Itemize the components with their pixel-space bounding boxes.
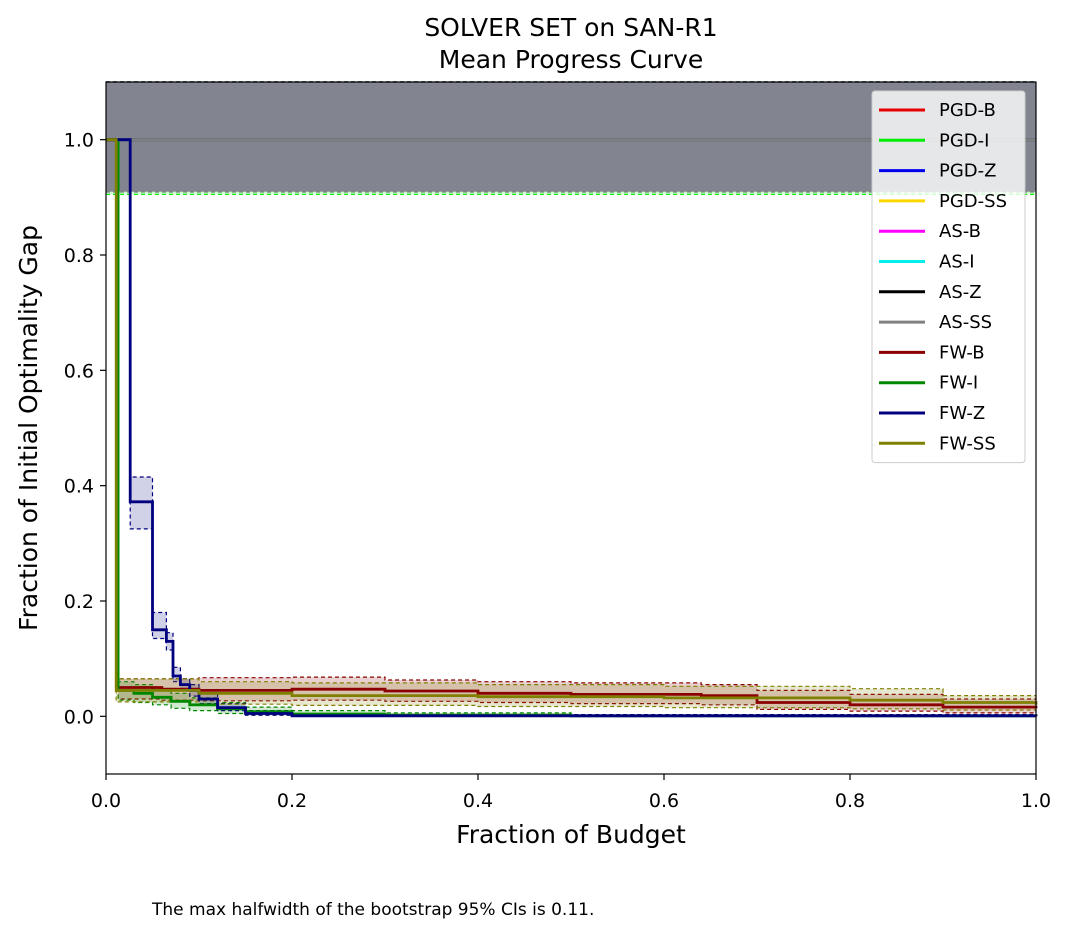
- x-axis-label: Fraction of Budget: [456, 820, 686, 849]
- ci-band-as-b: [106, 82, 1036, 192]
- x-tick-label: 0.6: [649, 790, 679, 812]
- legend-label-fw-z: FW-Z: [939, 403, 985, 424]
- ci-lower-fw-b: [106, 139, 1037, 714]
- x-tick-label: 1.0: [1021, 790, 1051, 812]
- x-tick-label: 0.0: [91, 790, 121, 812]
- chart-subtitle: Mean Progress Curve: [439, 45, 703, 74]
- ci-band-pgd-ss: [106, 82, 1036, 192]
- x-tick-label: 0.8: [835, 790, 865, 812]
- legend-label-pgd-b: PGD-B: [939, 100, 996, 121]
- ci-band-pgd-z: [106, 82, 1036, 192]
- axes: 0.0 0.2 0.4 0.6 0.8 1.0 0.0 0.2 0.4 0.6 0.8 1.0: [64, 130, 1051, 812]
- legend-label-pgd-i: PGD-I: [939, 130, 989, 151]
- ci-band-pgd-b: [106, 82, 1036, 192]
- ci-band-as-z: [106, 82, 1036, 192]
- legend: PGD-B PGD-I PGD-Z PGD-SS AS-B AS-I AS-Z AS-SS FW…: [871, 90, 1026, 464]
- legend-label-fw-i: FW-I: [939, 373, 978, 394]
- legend-label-fw-ss: FW-SS: [939, 433, 996, 454]
- legend-label-pgd-z: PGD-Z: [939, 161, 997, 182]
- legend-label-pgd-ss: PGD-SS: [939, 191, 1007, 212]
- y-axis-label: Fraction of Initial Optimality Gap: [14, 225, 43, 631]
- ci-band-pgd-i: [106, 82, 1036, 195]
- legend-label-as-i: AS-I: [939, 252, 975, 273]
- ci-band-as-i: [106, 82, 1036, 192]
- ci-band-as-ss: [106, 82, 1036, 192]
- y-tick-label: 1.0: [64, 130, 94, 152]
- series-line-fw-ss: [106, 138, 1038, 705]
- legend-label-as-z: AS-Z: [939, 282, 982, 303]
- chart-title: SOLVER SET on SAN-R1: [424, 13, 717, 42]
- legend-label-as-ss: AS-SS: [939, 312, 992, 333]
- footnote: The max halfwidth of the bootstrap 95% C…: [152, 900, 595, 920]
- x-tick-label: 0.2: [277, 790, 307, 812]
- ci-lower-fw-i: [106, 139, 1036, 717]
- plot-frame: [105, 81, 1037, 775]
- ci-lower-fw-ss: [106, 139, 1037, 712]
- ci-upper-fw-ss: [106, 139, 1037, 698]
- y-tick-label: 0.0: [64, 706, 94, 728]
- y-tick-label: 0.2: [64, 591, 94, 613]
- legend-label-fw-b: FW-B: [939, 342, 985, 363]
- x-tick-label: 0.4: [463, 790, 493, 812]
- series-line-fw-b: [106, 138, 1038, 709]
- y-tick-label: 0.4: [64, 476, 94, 498]
- y-tick-label: 0.8: [64, 245, 94, 267]
- legend-box: [871, 90, 1026, 464]
- series-line-fw-z: [106, 138, 1038, 718]
- legend-label-as-b: AS-B: [939, 221, 981, 242]
- y-tick-label: 0.6: [64, 360, 94, 382]
